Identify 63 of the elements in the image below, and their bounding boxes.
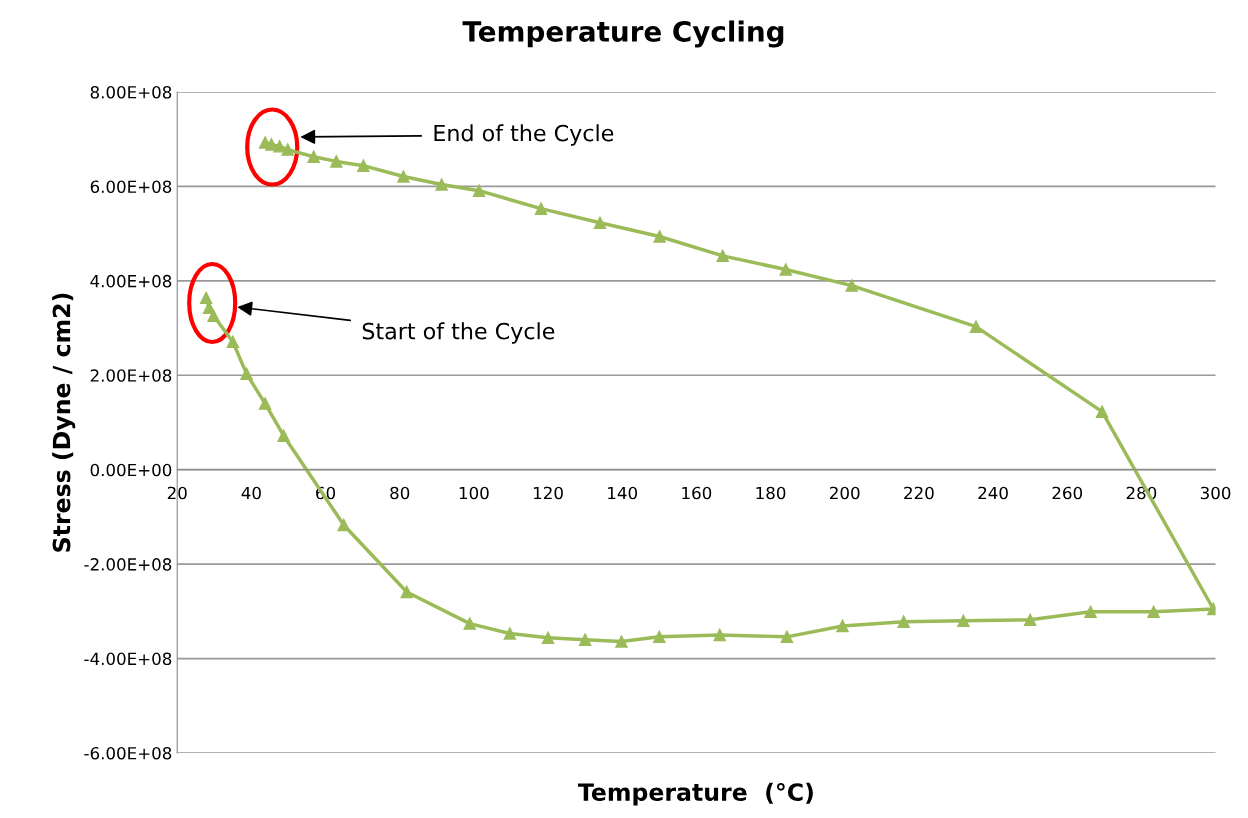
point bbox=[897, 615, 910, 628]
x-tick-label: 40 bbox=[241, 486, 261, 500]
y-tick-label: -6.00E+08 bbox=[84, 746, 172, 760]
point bbox=[226, 335, 240, 349]
point bbox=[207, 309, 220, 323]
point bbox=[780, 630, 794, 644]
point bbox=[779, 263, 793, 276]
x-tick-label: 240 bbox=[978, 486, 1008, 500]
y-tick-label: 8.00E+08 bbox=[90, 85, 172, 99]
point bbox=[957, 614, 970, 628]
x-tick-label: 160 bbox=[682, 486, 712, 500]
y-tick-label: 4.00E+08 bbox=[90, 274, 172, 288]
point bbox=[1023, 613, 1037, 627]
x-tick-label: 140 bbox=[608, 486, 638, 500]
y-tick-label: 0.00E+00 bbox=[90, 463, 172, 477]
point bbox=[503, 627, 517, 640]
point bbox=[845, 279, 859, 292]
x-tick-label: 260 bbox=[1052, 486, 1083, 500]
point bbox=[1084, 605, 1097, 619]
point bbox=[534, 202, 548, 215]
point bbox=[969, 320, 983, 333]
chart-title: Temperature Cycling bbox=[462, 20, 784, 48]
x-tick-label: 100 bbox=[459, 486, 489, 500]
point bbox=[258, 397, 272, 410]
point bbox=[472, 184, 486, 197]
point bbox=[578, 633, 592, 646]
x-tick-label: 80 bbox=[390, 486, 410, 500]
point bbox=[330, 155, 343, 168]
y-axis-title: Stress (Dyne / cm2) bbox=[52, 293, 76, 552]
y-tick-label: 2.00E+08 bbox=[90, 369, 172, 382]
annotation: End of the Cycle bbox=[434, 124, 614, 146]
point bbox=[240, 367, 253, 381]
point bbox=[463, 617, 477, 630]
point bbox=[1147, 605, 1160, 619]
x-axis-title: Temperature (°C) bbox=[578, 782, 813, 806]
point bbox=[277, 429, 290, 442]
point bbox=[1095, 405, 1109, 418]
point bbox=[836, 619, 849, 633]
point bbox=[435, 178, 448, 191]
x-tick-label: 300 bbox=[1200, 486, 1231, 500]
point bbox=[337, 518, 350, 532]
x-tick-label: 220 bbox=[904, 486, 934, 500]
point bbox=[397, 170, 410, 183]
x-tick-label: 120 bbox=[533, 486, 563, 500]
point bbox=[400, 585, 414, 599]
annotation: Start of the Cycle bbox=[362, 322, 555, 344]
x-tick-label: 20 bbox=[167, 486, 187, 500]
point bbox=[593, 216, 607, 230]
point bbox=[615, 635, 628, 648]
point bbox=[281, 143, 294, 156]
point bbox=[653, 630, 666, 644]
y-tick-label: -4.00E+08 bbox=[84, 652, 172, 666]
point bbox=[541, 631, 555, 645]
point bbox=[716, 249, 729, 263]
point bbox=[307, 150, 320, 163]
point bbox=[713, 628, 726, 642]
point bbox=[653, 230, 666, 243]
y-tick-label: 6.00E+08 bbox=[90, 180, 172, 194]
x-tick-label: 200 bbox=[830, 486, 860, 500]
x-tick-label: 180 bbox=[756, 486, 786, 500]
point bbox=[357, 159, 370, 172]
y-tick-label: -2.00E+08 bbox=[84, 558, 172, 571]
point bbox=[199, 291, 213, 305]
